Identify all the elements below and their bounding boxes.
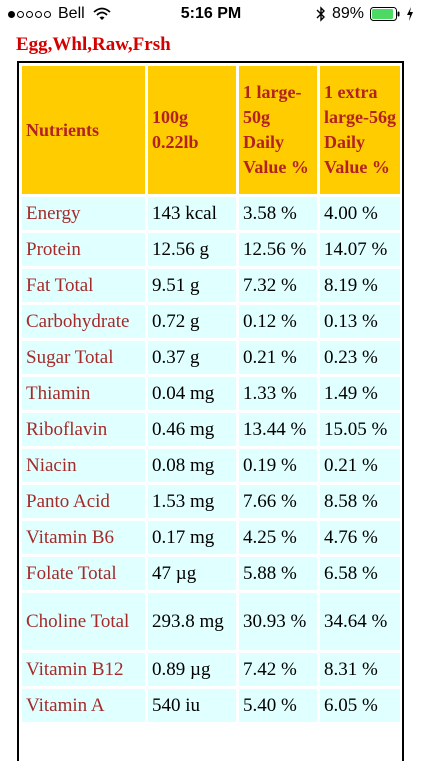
amount-100g: 143 kcal (148, 197, 236, 230)
large-dv: 3.58 % (239, 197, 317, 230)
table-header-row: Nutrients 100g 0.22lb 1 large-50g Daily … (22, 66, 400, 194)
header-100g: 100g 0.22lb (148, 66, 236, 194)
signal-dot-icon (17, 10, 24, 18)
table-row: Niacin 0.08 mg 0.19 % 0.21 % (22, 449, 400, 482)
nutrient-name: Riboflavin (22, 413, 145, 446)
table-row: Folate Total 47 µg 5.88 % 6.58 % (22, 557, 400, 590)
nutrition-table: Nutrients 100g 0.22lb 1 large-50g Daily … (19, 63, 402, 725)
status-right-group: 89% (316, 5, 414, 23)
extra-large-dv: 8.31 % (320, 653, 400, 686)
large-dv: 7.66 % (239, 485, 317, 518)
header-extra-large-dv: 1 extra large-56g Daily Value % (320, 66, 400, 194)
amount-100g: 47 µg (148, 557, 236, 590)
nutrient-name: Vitamin B12 (22, 653, 145, 686)
large-dv: 0.19 % (239, 449, 317, 482)
signal-dot-icon (26, 10, 33, 18)
table-row: Protein 12.56 g 12.56 % 14.07 % (22, 233, 400, 266)
table-row: Vitamin B12 0.89 µg 7.42 % 8.31 % (22, 653, 400, 686)
table-row: Sugar Total 0.37 g 0.21 % 0.23 % (22, 341, 400, 374)
nutrient-name: Carbohydrate (22, 305, 145, 338)
large-dv: 5.88 % (239, 557, 317, 590)
table-row: Riboflavin 0.46 mg 13.44 % 15.05 % (22, 413, 400, 446)
nutrient-name: Vitamin A (22, 689, 145, 722)
amount-100g: 0.72 g (148, 305, 236, 338)
signal-dot-icon (35, 10, 42, 18)
bluetooth-icon (316, 6, 325, 22)
signal-dot-icon (8, 10, 15, 18)
header-nutrients: Nutrients (22, 66, 145, 194)
large-dv: 7.42 % (239, 653, 317, 686)
large-dv: 12.56 % (239, 233, 317, 266)
amount-100g: 0.08 mg (148, 449, 236, 482)
amount-100g: 540 iu (148, 689, 236, 722)
amount-100g: 1.53 mg (148, 485, 236, 518)
status-time: 5:16 PM (180, 5, 242, 22)
page-title: Egg,Whl,Raw,Frsh (16, 34, 171, 55)
extra-large-dv: 0.13 % (320, 305, 400, 338)
extra-large-dv: 0.21 % (320, 449, 400, 482)
extra-large-dv: 0.23 % (320, 341, 400, 374)
amount-100g: 0.89 µg (148, 653, 236, 686)
table-row: Fat Total 9.51 g 7.32 % 8.19 % (22, 269, 400, 302)
extra-large-dv: 1.49 % (320, 377, 400, 410)
extra-large-dv: 4.76 % (320, 521, 400, 554)
large-dv: 30.93 % (239, 593, 317, 650)
extra-large-dv: 6.05 % (320, 689, 400, 722)
extra-large-dv: 4.00 % (320, 197, 400, 230)
extra-large-dv: 6.58 % (320, 557, 400, 590)
large-dv: 0.21 % (239, 341, 317, 374)
amount-100g: 0.46 mg (148, 413, 236, 446)
nutrient-name: Choline Total (22, 593, 145, 650)
nutrient-name: Niacin (22, 449, 145, 482)
nutrient-name: Energy (22, 197, 145, 230)
table-row: Carbohydrate 0.72 g 0.12 % 0.13 % (22, 305, 400, 338)
nutrient-name: Vitamin B6 (22, 521, 145, 554)
extra-large-dv: 8.19 % (320, 269, 400, 302)
signal-dot-icon (44, 10, 51, 18)
table-row: Energy 143 kcal 3.58 % 4.00 % (22, 197, 400, 230)
large-dv: 0.12 % (239, 305, 317, 338)
header-large-dv: 1 large-50g Daily Value % (239, 66, 317, 194)
table-row: Panto Acid 1.53 mg 7.66 % 8.58 % (22, 485, 400, 518)
extra-large-dv: 14.07 % (320, 233, 400, 266)
charging-bolt-icon (407, 7, 413, 21)
nutrient-name: Fat Total (22, 269, 145, 302)
large-dv: 7.32 % (239, 269, 317, 302)
amount-100g: 9.51 g (148, 269, 236, 302)
table-row: Vitamin B6 0.17 mg 4.25 % 4.76 % (22, 521, 400, 554)
large-dv: 1.33 % (239, 377, 317, 410)
nutrient-name: Thiamin (22, 377, 145, 410)
table-row: Vitamin A 540 iu 5.40 % 6.05 % (22, 689, 400, 722)
status-bar: Bell 5:16 PM 89% (0, 0, 422, 30)
amount-100g: 293.8 mg (148, 593, 236, 650)
nutrient-name: Folate Total (22, 557, 145, 590)
nutrition-table-container[interactable]: Nutrients 100g 0.22lb 1 large-50g Daily … (17, 61, 404, 761)
amount-100g: 0.37 g (148, 341, 236, 374)
amount-100g: 12.56 g (148, 233, 236, 266)
battery-percent: 89% (331, 5, 364, 22)
large-dv: 5.40 % (239, 689, 317, 722)
extra-large-dv: 15.05 % (320, 413, 400, 446)
carrier-name: Bell (58, 5, 85, 22)
amount-100g: 0.17 mg (148, 521, 236, 554)
extra-large-dv: 8.58 % (320, 485, 400, 518)
table-row: Thiamin 0.04 mg 1.33 % 1.49 % (22, 377, 400, 410)
signal-carrier-group: Bell (8, 5, 111, 23)
nutrient-name: Protein (22, 233, 145, 266)
amount-100g: 0.04 mg (148, 377, 236, 410)
extra-large-dv: 34.64 % (320, 593, 400, 650)
table-row: Choline Total 293.8 mg 30.93 % 34.64 % (22, 593, 400, 650)
nutrient-name: Sugar Total (22, 341, 145, 374)
large-dv: 13.44 % (239, 413, 317, 446)
nutrient-name: Panto Acid (22, 485, 145, 518)
wifi-icon (93, 7, 111, 20)
battery-icon (370, 7, 400, 21)
large-dv: 4.25 % (239, 521, 317, 554)
